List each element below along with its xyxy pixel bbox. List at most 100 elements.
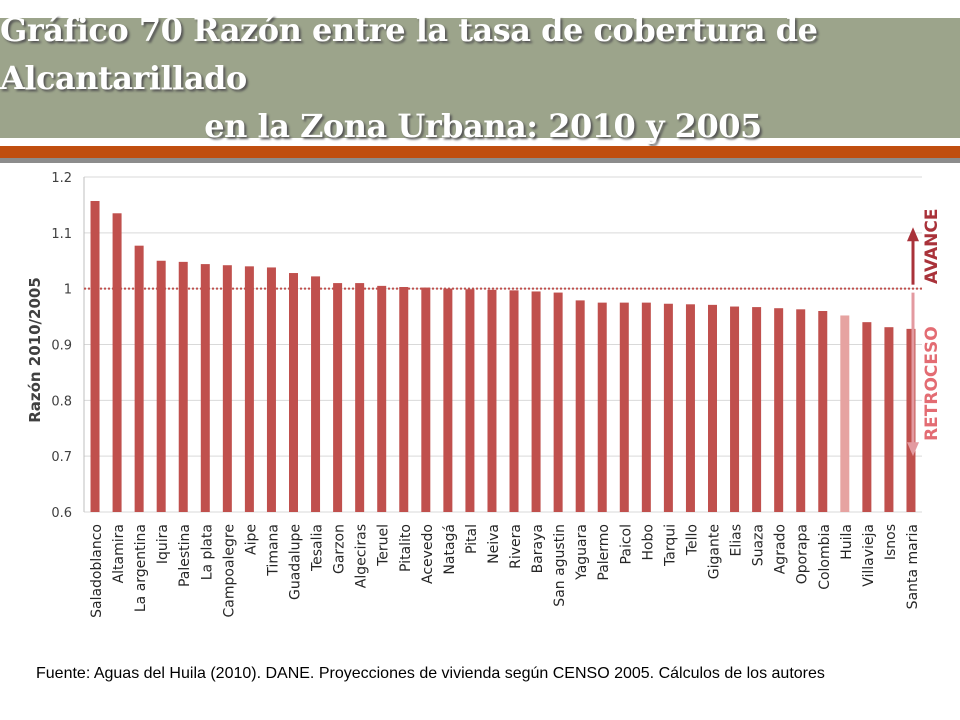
x-tick-label: Pital xyxy=(464,524,480,554)
x-tick-label: Timana xyxy=(265,524,281,577)
x-tick-label: Iquira xyxy=(155,524,171,564)
bar-26 xyxy=(663,303,673,512)
bar-33 xyxy=(818,311,828,512)
y-tick-label: 1.1 xyxy=(51,227,72,242)
bar-19 xyxy=(509,290,519,512)
y-tick-label: 1 xyxy=(64,283,72,298)
bar-21 xyxy=(553,292,563,512)
bar-29 xyxy=(730,306,740,512)
bars xyxy=(90,201,916,513)
bar-32 xyxy=(796,309,806,512)
x-tick-label: Baraya xyxy=(530,524,546,573)
bar-17 xyxy=(465,289,475,512)
x-tick-label: Neiva xyxy=(486,524,502,564)
x-tick-label: Yaguara xyxy=(574,524,590,581)
x-tick-label: Algeciras xyxy=(354,524,370,588)
x-tick-label: Santa maria xyxy=(905,524,921,609)
slide-title: Gráfico 70 Razón entre la tasa de cobert… xyxy=(0,11,960,145)
x-tick-label: Tello xyxy=(684,524,700,556)
bar-7 xyxy=(244,266,254,512)
bar-11 xyxy=(333,283,343,512)
bar-chart: 0.6 0.7 0.8 0.9 1 1.1 1.2 Saladoblanco Altamira… xyxy=(26,171,942,618)
title-band: Gráfico 70 Razón entre la tasa de cobert… xyxy=(0,11,960,145)
x-tick-label: Palestina xyxy=(177,524,193,587)
x-tick-label: Pitalito xyxy=(398,524,414,572)
bar-6 xyxy=(222,265,232,512)
bar-35 xyxy=(862,322,872,512)
x-tick-label: Suaza xyxy=(751,524,767,566)
bar-16 xyxy=(443,288,453,512)
x-tick-label: Aipe xyxy=(243,524,259,555)
x-tick-label: Altamira xyxy=(111,524,127,583)
bar-5 xyxy=(200,264,210,512)
annotation-avance: AVANCE xyxy=(922,208,942,283)
x-tick-label: Saladoblanco xyxy=(89,524,105,618)
bar-34 xyxy=(840,315,850,512)
bar-15 xyxy=(421,287,431,512)
y-tick-label: 0.9 xyxy=(51,339,72,354)
bar-4 xyxy=(178,261,188,512)
title-line-2: en la Zona Urbana: 2010 y 2005 xyxy=(204,107,762,145)
divider-rule xyxy=(0,158,960,163)
bar-31 xyxy=(774,308,784,512)
x-tick-label: Natagá xyxy=(442,524,458,575)
x-tick-label: Gigante xyxy=(707,524,723,579)
x-tick-label: Teruel xyxy=(376,524,392,567)
bar-20 xyxy=(531,291,541,512)
bar-28 xyxy=(708,304,717,512)
annotations: AVANCE RETROCESO xyxy=(907,208,942,457)
bar-9 xyxy=(289,273,298,512)
bar-37 xyxy=(906,328,916,512)
accent-rule xyxy=(0,146,960,158)
bar-27 xyxy=(685,304,695,512)
x-tick-label: Elias xyxy=(729,524,745,557)
x-tick-label: Hobo xyxy=(640,524,656,561)
footer-source: Fuente: Aguas del Huila (2010). DANE. Pr… xyxy=(36,665,825,682)
y-tick-label: 0.6 xyxy=(51,506,72,521)
x-tick-label: Oporapa xyxy=(795,524,811,584)
x-tick-label: Agrado xyxy=(773,524,789,574)
y-tick-labels: 0.6 0.7 0.8 0.9 1 1.1 1.2 xyxy=(51,171,72,521)
bar-36 xyxy=(884,327,894,512)
bar-22 xyxy=(575,300,585,512)
bar-10 xyxy=(311,276,321,512)
x-tick-labels: Saladoblanco Altamira La argentina Iquira Pa… xyxy=(89,524,921,618)
title-line-1: Gráfico 70 Razón entre la tasa de cobert… xyxy=(0,11,818,97)
x-tick-label: Acevedo xyxy=(420,524,436,584)
advance-arrow-head xyxy=(907,227,919,242)
bar-24 xyxy=(619,302,629,512)
bar-13 xyxy=(377,285,387,512)
bar-25 xyxy=(641,302,651,512)
x-tick-label: Colombia xyxy=(817,524,833,590)
x-tick-label: Huila xyxy=(839,524,855,560)
bar-14 xyxy=(399,286,409,512)
bar-2 xyxy=(134,245,144,513)
x-tick-label: San agustin xyxy=(552,524,568,607)
x-tick-label: Paicol xyxy=(618,524,634,564)
y-tick-label: 0.7 xyxy=(51,450,72,465)
bar-8 xyxy=(266,267,276,512)
x-tick-label: Guadalupe xyxy=(288,524,304,600)
x-tick-label: Rivera xyxy=(508,524,524,569)
x-tick-label: Isnos xyxy=(883,524,899,560)
bar-1 xyxy=(112,213,122,512)
x-tick-label: La plata xyxy=(199,524,215,580)
bar-3 xyxy=(156,260,166,512)
x-tick-label: Tarqui xyxy=(662,524,678,567)
y-axis-label: Razón 2010/2005 xyxy=(26,277,44,423)
annotation-retroceso: RETROCESO xyxy=(922,326,942,441)
bar-12 xyxy=(355,283,365,512)
bar-0 xyxy=(90,201,100,512)
x-tick-label: La argentina xyxy=(133,524,149,612)
retreat-arrow-head xyxy=(907,442,919,457)
x-tick-label: Villavieja xyxy=(861,524,877,587)
bar-23 xyxy=(597,302,607,512)
x-tick-label: Campoalegre xyxy=(221,524,237,617)
y-tick-label: 0.8 xyxy=(51,394,72,409)
bar-18 xyxy=(487,289,497,512)
x-tick-label: Tesalia xyxy=(310,524,326,572)
x-tick-label: Palermo xyxy=(596,524,612,581)
y-tick-label: 1.2 xyxy=(51,171,72,186)
bar-30 xyxy=(752,307,762,512)
x-tick-label: Garzon xyxy=(332,524,348,574)
